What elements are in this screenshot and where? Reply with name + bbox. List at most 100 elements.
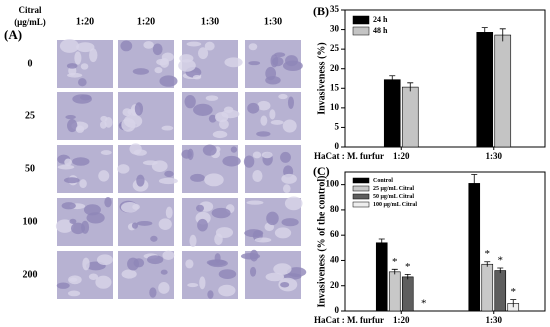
cell (88, 273, 99, 280)
cell (156, 58, 169, 66)
error-bar (497, 267, 504, 274)
cell (66, 63, 78, 69)
cell (280, 281, 290, 288)
cell (127, 257, 140, 271)
cell (286, 267, 307, 277)
cell (274, 227, 292, 239)
cell (202, 144, 217, 156)
cell (161, 125, 174, 131)
cell (70, 222, 86, 235)
cell (89, 48, 98, 63)
cell (79, 94, 92, 101)
cell (270, 54, 279, 68)
cell (246, 200, 264, 205)
cell (98, 170, 110, 182)
cell (244, 229, 264, 238)
cell (287, 96, 294, 109)
significance-mark: * (392, 256, 398, 268)
cell (57, 164, 75, 170)
cell (152, 43, 163, 56)
cell (187, 282, 199, 288)
cell (95, 275, 112, 289)
cell (192, 75, 202, 80)
cell (121, 118, 136, 132)
row-header: (μg/mL) (14, 17, 46, 27)
cell (61, 202, 76, 210)
cell (265, 75, 281, 85)
cell (278, 93, 288, 100)
plot-frame (344, 171, 546, 312)
bar (494, 270, 507, 312)
cell (143, 41, 154, 49)
y-tick-label: 80 (330, 204, 340, 214)
cell (249, 266, 257, 277)
cell (282, 60, 303, 71)
cell (257, 100, 271, 111)
error-bar (481, 27, 488, 38)
cell (265, 272, 285, 282)
panel-label: (B) (313, 4, 329, 18)
y-tick-label: 100 (326, 179, 340, 189)
legend-label: 48 h (373, 26, 388, 35)
significance-mark: * (485, 248, 491, 260)
cell (68, 66, 77, 76)
cell (76, 42, 95, 53)
significance-mark: * (405, 261, 411, 273)
bar (401, 276, 414, 312)
legend-swatch (352, 185, 370, 192)
cell (64, 158, 72, 166)
y-tick-label: 35 (330, 4, 340, 14)
y-tick-label: 10 (330, 102, 340, 112)
legend-label: 100 μg/mL Citral (373, 202, 417, 208)
error-bar (407, 82, 414, 92)
cell (204, 173, 224, 187)
cell (230, 146, 238, 153)
cell (162, 250, 175, 261)
cell (193, 103, 213, 116)
legend-label: 25 μg/mL Citral (373, 186, 414, 192)
column-header: 1:30 (201, 16, 219, 27)
cell (77, 78, 87, 87)
cell (204, 41, 215, 51)
cell (63, 177, 80, 184)
cell (79, 179, 87, 189)
y-tick-label: 0 (335, 141, 340, 151)
cell (75, 125, 85, 133)
cell (74, 51, 82, 65)
significance-mark: * (511, 286, 517, 298)
cell (252, 151, 262, 159)
cell (185, 259, 194, 269)
cell (158, 282, 170, 294)
significance-mark: * (498, 255, 504, 267)
x-tick-label: 1:20 (393, 315, 410, 325)
x-axis-label: HaCat : M. furfur (314, 315, 384, 325)
legend-label: 50 μg/mL Citral (373, 194, 414, 200)
row-header: Citral (19, 5, 42, 15)
cell (117, 164, 130, 174)
cell (122, 108, 132, 117)
cell (158, 177, 178, 185)
legend-swatch (352, 201, 370, 208)
cell (280, 151, 291, 163)
row-label: 100 (23, 216, 38, 227)
cell (190, 173, 205, 182)
cell (69, 218, 77, 224)
cell (282, 184, 291, 193)
column-header: 1:30 (264, 16, 282, 27)
cell (100, 150, 112, 155)
cell (181, 149, 192, 159)
y-axis-label: Invasiveness (%) (316, 42, 327, 115)
cell (131, 222, 139, 229)
cell (249, 249, 259, 262)
cell (189, 234, 197, 248)
error-bar (378, 238, 385, 247)
cell (133, 149, 147, 156)
x-tick-label: 1:20 (393, 151, 410, 161)
cell (69, 277, 78, 282)
error-bar (499, 28, 506, 42)
cell (121, 269, 137, 279)
cell (136, 174, 145, 187)
bar (401, 86, 419, 148)
x-tick-label: 1:30 (486, 151, 503, 161)
